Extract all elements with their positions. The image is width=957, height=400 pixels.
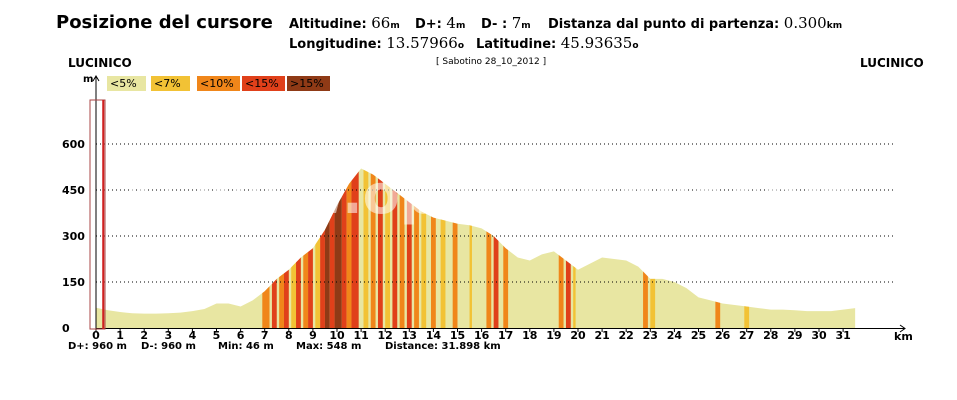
y-tick-label: 300 — [62, 230, 85, 243]
legend-item-lt5: <5% — [107, 76, 146, 91]
x-tick-label: 28 — [763, 329, 778, 342]
cursor-frame — [89, 99, 106, 330]
x-tick-label: 0 — [92, 329, 100, 342]
start-place: LUCINICO — [68, 56, 132, 70]
x-tick-label: 26 — [715, 329, 731, 342]
gradient-band — [414, 168, 419, 328]
gradient-band — [377, 168, 383, 328]
gradient-band — [363, 168, 369, 328]
x-tick-label: 31 — [835, 329, 850, 342]
gradient-band — [392, 168, 398, 328]
x-tick-label: 25 — [691, 329, 706, 342]
end-place: LUCINICO — [860, 56, 924, 70]
gradient-band — [406, 168, 412, 328]
x-tick-label: 20 — [570, 329, 586, 342]
gradient-band — [486, 168, 492, 328]
x-axis-arrow — [899, 324, 906, 333]
x-tick-label: 27 — [739, 329, 754, 342]
x-tick-label: 3 — [164, 329, 172, 342]
x-tick-label: 1 — [116, 329, 124, 342]
cursor-longitude: Longitudine: 13.57966o — [289, 34, 465, 52]
x-tick-label: 22 — [619, 329, 634, 342]
gradient-band — [351, 168, 359, 328]
x-tick-label: 23 — [643, 329, 658, 342]
stat-max: Max: 548 m — [296, 341, 362, 352]
cursor-dminus: D- : 7m — [481, 14, 531, 32]
legend-item-lt10: <10% — [197, 76, 240, 91]
gradient-band — [334, 168, 342, 328]
watermark: © www.openrunner.com — [123, 163, 857, 226]
gradient-band — [452, 168, 458, 328]
x-tick-label: 12 — [378, 329, 393, 342]
legend-item-lt15: <15% — [242, 76, 285, 91]
y-tick-label: 150 — [62, 276, 85, 289]
gradient-band — [370, 168, 376, 328]
x-tick-label: 11 — [353, 329, 368, 342]
x-tick-label: 18 — [522, 329, 537, 342]
gradient-band — [385, 168, 391, 328]
gradient-band — [421, 168, 427, 328]
legend-item-gt15: >15% — [287, 76, 330, 91]
y-tick-label: 600 — [62, 138, 85, 151]
gradient-band — [324, 168, 330, 328]
x-tick-label: 5 — [213, 329, 221, 342]
x-tick-label: 17 — [498, 329, 513, 342]
gradient-band — [346, 168, 352, 328]
cursor-latitude: Latitudine: 45.93635o — [476, 34, 639, 52]
y-tick-label: 450 — [62, 184, 85, 197]
x-tick-label: 30 — [811, 329, 827, 342]
page-title: Posizione del cursore — [56, 12, 273, 33]
gradient-band — [440, 168, 446, 328]
gradient-band — [315, 168, 321, 328]
x-tick-label: 14 — [426, 329, 442, 342]
x-tick-label: 29 — [787, 329, 802, 342]
x-tick-label: 13 — [402, 329, 417, 342]
x-tick-label: 10 — [329, 329, 345, 342]
cursor-distance: Distanza dal punto di partenza: 0.300km — [548, 14, 843, 32]
stat-min: Min: 46 m — [218, 341, 274, 352]
x-tick-label: 15 — [450, 329, 465, 342]
y-axis-label: m — [83, 74, 93, 85]
x-tick-label: 19 — [546, 329, 561, 342]
x-tick-label: 6 — [237, 329, 245, 342]
gradient-band — [469, 168, 472, 328]
x-tick-label: 24 — [667, 329, 683, 342]
cursor-dplus: D+: 4m — [415, 14, 466, 32]
route-name: [ Sabotino 28_10_2012 ] — [436, 57, 547, 67]
legend-item-lt7: <7% — [151, 76, 190, 91]
x-tick-label: 16 — [474, 329, 490, 342]
gradient-band — [399, 168, 405, 328]
gradient-band — [329, 168, 335, 328]
x-axis-label: km — [894, 330, 913, 343]
stat-dminus: D-: 960 m — [141, 341, 196, 352]
x-tick-label: 2 — [140, 329, 148, 342]
x-tick-label: 4 — [189, 329, 197, 342]
y-tick-label: 0 — [62, 322, 70, 335]
stat-dplus: D+: 960 m — [68, 341, 127, 352]
gradient-band — [341, 168, 347, 328]
gradient-band — [503, 168, 509, 328]
gradient-band — [430, 168, 436, 328]
x-tick-label: 8 — [285, 329, 293, 342]
gradient-band — [320, 168, 325, 328]
x-tick-label: 9 — [309, 329, 317, 342]
stat-distance: Distance: 31.898 km — [385, 341, 501, 352]
x-tick-label: 21 — [594, 329, 609, 342]
y-axis-arrow — [92, 75, 100, 82]
gradient-band — [493, 168, 499, 328]
cursor-altitude: Altitudine: 66m — [289, 14, 400, 32]
x-tick-label: 7 — [261, 329, 269, 342]
